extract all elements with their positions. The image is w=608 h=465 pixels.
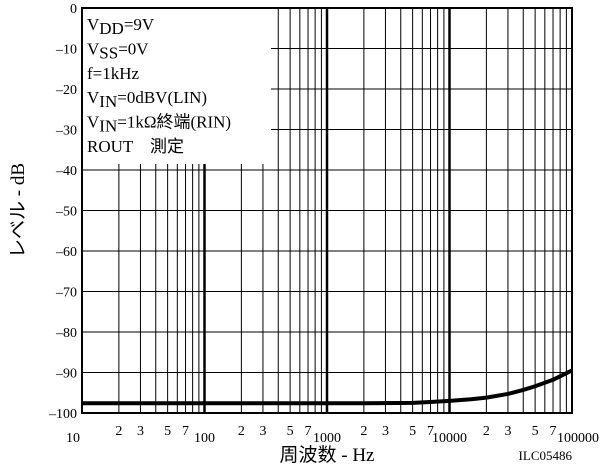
plot-frame [81, 7, 573, 414]
y-tick-labels: 0 –10 –20 –30 –40 –50 –60 –70 –80 –90 –100 [48, 2, 77, 422]
y-tick-label: –30 [55, 124, 77, 139]
condition-text: f=1kHz [87, 64, 140, 83]
condition-text: ROUT 測定 [87, 137, 184, 156]
condition-text: V [87, 15, 100, 34]
condition-subscript: DD [99, 19, 124, 38]
condition-text: =0dBV(LIN) [117, 88, 207, 107]
figure-id: ILC05486 [519, 448, 573, 463]
condition-line: VDD=9V [87, 15, 155, 38]
x-decade-label: 100000 [557, 431, 599, 446]
series-line-0 [82, 368, 573, 406]
x-minor-label: 2 [238, 424, 245, 439]
condition-text: V [87, 113, 100, 132]
condition-subscript: IN [99, 92, 117, 111]
condition-line: VSS=0V [87, 39, 149, 62]
condition-text: =9V [124, 15, 155, 34]
y-tick-label: –40 [55, 164, 77, 179]
condition-line: f=1kHz [87, 64, 140, 83]
x-minor-label: 2 [360, 424, 367, 439]
y-tick-label: –20 [55, 83, 77, 98]
x-minor-label: 7 [182, 424, 189, 439]
condition-text: =0V [118, 39, 149, 58]
condition-text: V [87, 88, 100, 107]
y-axis-label: レベル - dB [8, 163, 29, 258]
y-tick-label: –50 [55, 205, 77, 220]
x-minor-label: 3 [137, 424, 144, 439]
condition-subscript: SS [99, 43, 118, 62]
condition-text: =1kΩ終端(RIN) [117, 113, 231, 132]
y-tick-label: –80 [55, 326, 77, 341]
x-axis-label: 周波数 - Hz [280, 444, 375, 465]
condition-subscript: IN [99, 117, 117, 136]
series-layer [82, 368, 573, 406]
y-tick-label: –10 [55, 43, 77, 58]
x-minor-label: 7 [305, 424, 312, 439]
y-tick-label: –90 [55, 367, 77, 382]
conditions-box-bg [83, 9, 271, 164]
x-decade-label: 10000 [432, 431, 467, 446]
y-tick-label: 0 [70, 2, 77, 17]
x-minor-label: 3 [382, 424, 389, 439]
condition-line: ROUT 測定 [87, 137, 184, 156]
x-decade-label: 10 [66, 431, 80, 446]
major-grid [82, 8, 572, 413]
x-minor-label: 3 [504, 424, 511, 439]
x-decade-label: 1000 [313, 431, 341, 446]
x-minor-label: 7 [550, 424, 557, 439]
condition-line: VIN=1kΩ終端(RIN) [87, 113, 231, 136]
x-minor-label: 5 [164, 424, 171, 439]
x-minor-label: 5 [287, 424, 294, 439]
conditions-box: VDD=9VVSS=0Vf=1kHzVIN=0dBV(LIN)VIN=1kΩ終端… [83, 9, 271, 164]
x-decade-label: 100 [194, 431, 215, 446]
x-minor-label: 3 [259, 424, 266, 439]
condition-text: V [87, 39, 100, 58]
condition-line: VIN=0dBV(LIN) [87, 88, 207, 111]
x-minor-label: 2 [115, 424, 122, 439]
y-tick-label: –70 [55, 286, 77, 301]
x-minor-label: 5 [409, 424, 416, 439]
y-tick-label: –60 [55, 245, 77, 260]
x-minor-label: 7 [427, 424, 434, 439]
x-minor-label: 5 [532, 424, 539, 439]
x-minor-label: 2 [483, 424, 490, 439]
y-tick-label: –100 [48, 407, 77, 422]
